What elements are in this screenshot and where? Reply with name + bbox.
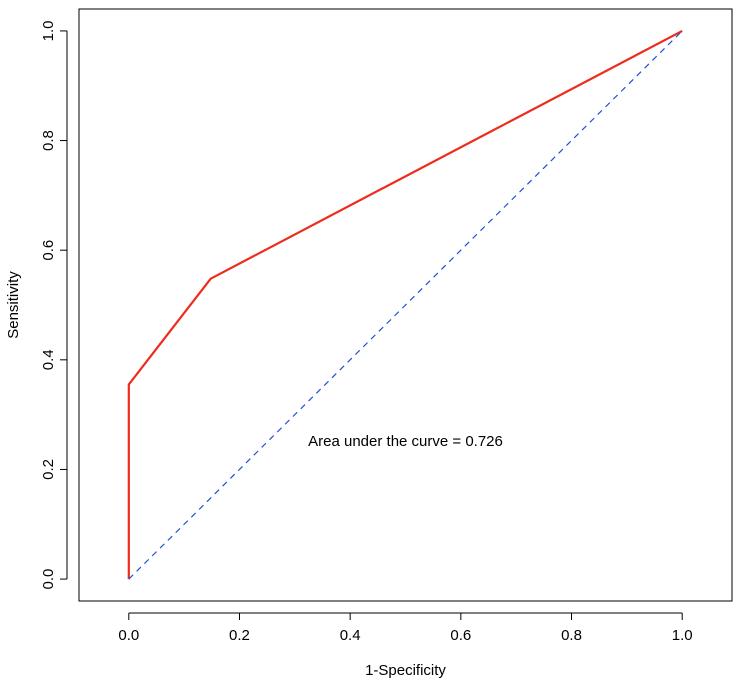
y-tick-label: 0.6 xyxy=(40,240,57,261)
y-tick-label: 0.2 xyxy=(40,459,57,480)
axes: 0.0 0.2 0.4 0.6 0.8 1.0 0.0 0.2 0.4 0.6 0.8 1.0 xyxy=(40,20,693,644)
plot-frame xyxy=(78,8,733,602)
x-tick-label: 0.0 xyxy=(118,627,139,644)
roc-curve xyxy=(127,29,683,580)
y-axis-label: Sensitivity xyxy=(5,271,22,339)
x-tick-label: 0.2 xyxy=(229,627,250,644)
x-tick-label: 0.8 xyxy=(561,627,582,644)
series-layer xyxy=(127,29,683,580)
y-tick-label: 1.0 xyxy=(40,20,57,41)
x-tick-label: 1.0 xyxy=(672,627,693,644)
reference-diagonal xyxy=(128,30,683,580)
x-tick-label: 0.6 xyxy=(450,627,471,644)
y-tick-label: 0.8 xyxy=(40,130,57,151)
y-tick-label: 0.4 xyxy=(40,349,57,370)
x-tick-label: 0.4 xyxy=(340,627,361,644)
auc-annotation: Area under the curve = 0.726 xyxy=(308,433,503,450)
y-tick-label: 0.0 xyxy=(40,569,57,590)
plot-area xyxy=(78,8,733,602)
x-axis-label: 1-Specificity xyxy=(365,662,446,679)
